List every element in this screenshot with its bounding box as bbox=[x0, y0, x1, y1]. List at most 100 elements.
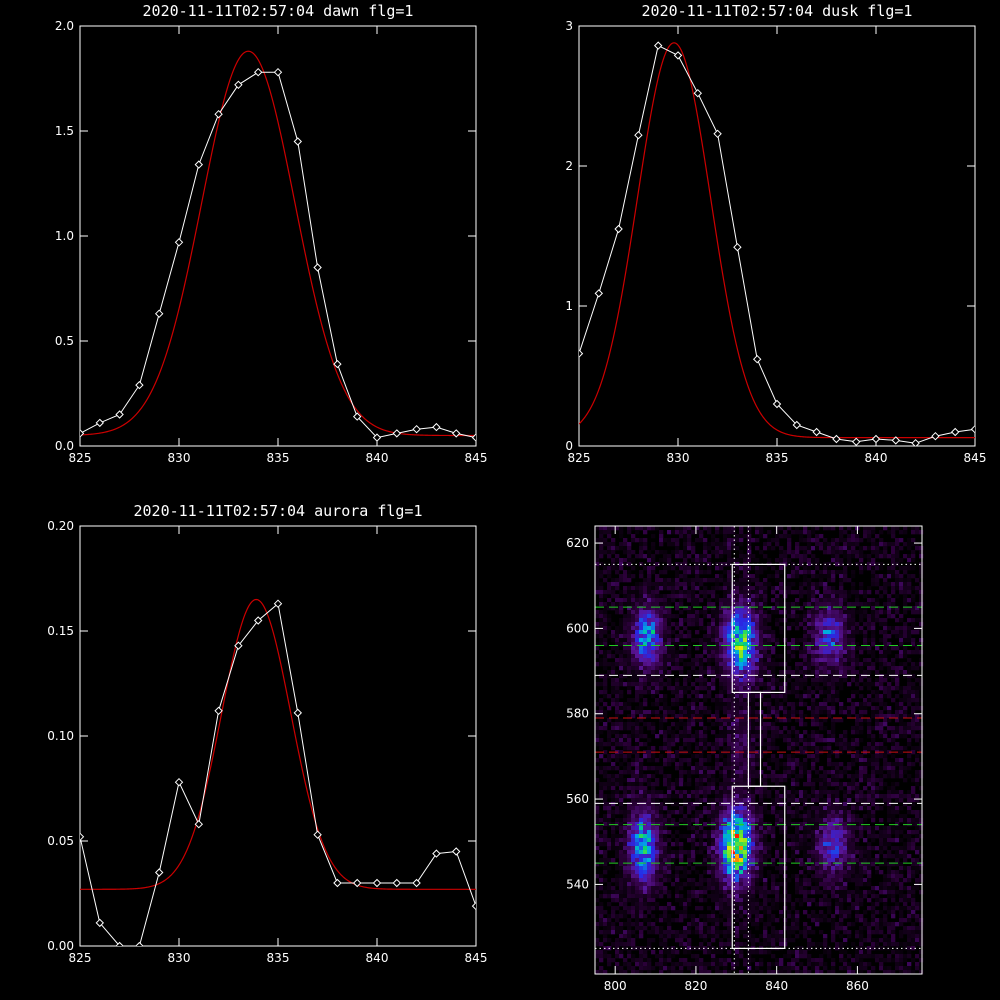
data-point bbox=[372, 878, 382, 888]
data-point bbox=[634, 130, 643, 140]
measured-line bbox=[80, 602, 476, 946]
axis|2-x-tick-label: 845 bbox=[465, 951, 488, 965]
data-point bbox=[432, 849, 441, 858]
dusk-panel-title: 2020-11-11T02:57:04 dusk flg=1 bbox=[642, 2, 913, 20]
data-point bbox=[273, 67, 283, 77]
data-point bbox=[412, 424, 421, 434]
plot-area bbox=[80, 50, 476, 442]
data-point bbox=[253, 67, 263, 77]
axis|1-x-tick-label: 830 bbox=[667, 451, 690, 465]
plot-frame bbox=[79, 25, 477, 447]
data-point bbox=[293, 708, 303, 718]
measured-line bbox=[579, 44, 975, 444]
dawn-spectrum-panel: 2020-11-11T02:57:04 dawn flg=1 825 830 835… bbox=[55, 2, 488, 465]
image-y-tick-label: 540 bbox=[566, 877, 589, 891]
axis|1-x-tick-label: 845 bbox=[964, 451, 987, 465]
data-point bbox=[392, 878, 402, 888]
data-point bbox=[135, 380, 144, 390]
data-point bbox=[614, 224, 623, 234]
image-x-tick-label: 840 bbox=[765, 979, 788, 993]
axis|2-x-tick-label: 840 bbox=[366, 951, 389, 965]
data-point bbox=[451, 847, 461, 856]
axis|2-y-tick-label: 0.00 bbox=[47, 939, 74, 953]
axis|1-x-tick-label: 835 bbox=[766, 451, 789, 465]
image-x-tick-label: 800 bbox=[604, 979, 627, 993]
data-point bbox=[333, 878, 342, 888]
axis|2-x-tick-label: 835 bbox=[267, 951, 290, 965]
data-point bbox=[80, 832, 85, 842]
axis|0-x-tick-label: 825 bbox=[69, 451, 92, 465]
data-point bbox=[653, 41, 663, 50]
data-point bbox=[911, 438, 920, 446]
data-point bbox=[713, 129, 722, 139]
data-point bbox=[372, 433, 382, 442]
data-point bbox=[931, 431, 940, 441]
data-point bbox=[115, 410, 124, 419]
heatmap-image bbox=[595, 526, 924, 975]
axis|0-y-tick-label: 0.0 bbox=[55, 439, 74, 453]
data-point bbox=[352, 412, 362, 421]
axis|0-y-tick-label: 2.0 bbox=[55, 19, 74, 33]
data-point bbox=[832, 434, 841, 444]
data-point bbox=[891, 436, 901, 445]
data-point bbox=[471, 901, 476, 911]
data-point bbox=[313, 830, 322, 839]
axis|1-x-tick-label: 840 bbox=[865, 451, 888, 465]
plot-area bbox=[80, 598, 476, 946]
data-point bbox=[115, 941, 124, 946]
aurora-spectrum-panel: 2020-11-11T02:57:04 aurora flg=1 825 830 8… bbox=[47, 502, 487, 965]
data-point bbox=[194, 160, 204, 169]
data-point bbox=[194, 819, 204, 829]
dusk-spectrum-panel: 2020-11-11T02:57:04 dusk flg=1 825 830 835… bbox=[565, 2, 986, 465]
region-box bbox=[731, 785, 786, 949]
image-x-tick-label: 860 bbox=[846, 979, 869, 993]
data-point bbox=[135, 941, 144, 946]
data-point bbox=[579, 349, 584, 358]
image-y-tick-label: 600 bbox=[566, 621, 589, 635]
data-point bbox=[432, 422, 441, 432]
axis|0-x-tick-label: 830 bbox=[168, 451, 191, 465]
axis|2-y-tick-label: 0.20 bbox=[47, 519, 74, 533]
data-point bbox=[154, 309, 164, 318]
plot-frame bbox=[578, 25, 976, 447]
axis|1-x-tick-label: 825 bbox=[568, 451, 591, 465]
data-point bbox=[950, 427, 960, 437]
fit-curve bbox=[579, 42, 975, 439]
axis|0-y-tick-label: 1.5 bbox=[55, 124, 74, 138]
data-point bbox=[752, 354, 762, 364]
axis|1-y-tick-label: 1 bbox=[565, 299, 573, 313]
data-point bbox=[451, 429, 461, 438]
fit-curve bbox=[80, 598, 476, 890]
data-point bbox=[234, 80, 243, 90]
axis|1-y-tick-label: 3 bbox=[565, 19, 573, 33]
data-point bbox=[293, 137, 303, 146]
data-point bbox=[772, 399, 782, 409]
data-point bbox=[333, 359, 342, 369]
fit-curve bbox=[80, 50, 476, 437]
image-y-tick-label: 560 bbox=[566, 792, 589, 806]
data-point bbox=[214, 706, 223, 716]
image-frame bbox=[594, 525, 923, 975]
data-point bbox=[871, 434, 881, 444]
axis|1-y-tick-label: 0 bbox=[565, 439, 573, 453]
data-point bbox=[313, 263, 322, 272]
image-y-tick-label: 580 bbox=[566, 707, 589, 721]
data-point bbox=[234, 641, 243, 650]
aurora-panel-title: 2020-11-11T02:57:04 aurora flg=1 bbox=[134, 502, 423, 520]
data-point bbox=[594, 289, 604, 298]
axis|1-y-tick-label: 2 bbox=[565, 159, 573, 173]
data-point bbox=[95, 918, 105, 928]
data-point bbox=[174, 238, 184, 247]
axis|2-y-tick-label: 0.15 bbox=[47, 624, 74, 638]
data-point bbox=[693, 88, 703, 98]
data-point bbox=[95, 418, 105, 428]
spectral-image-panel: 800 820 840 860 540 560 580 600 620 bbox=[566, 525, 924, 993]
axis|0-x-tick-label: 845 bbox=[465, 451, 488, 465]
axis|0-y-tick-label: 1.0 bbox=[55, 229, 74, 243]
data-point bbox=[851, 437, 861, 446]
axis|2-x-tick-label: 830 bbox=[168, 951, 191, 965]
data-point bbox=[392, 429, 402, 438]
axis|2-y-tick-label: 0.10 bbox=[47, 729, 74, 743]
data-point bbox=[812, 427, 821, 437]
